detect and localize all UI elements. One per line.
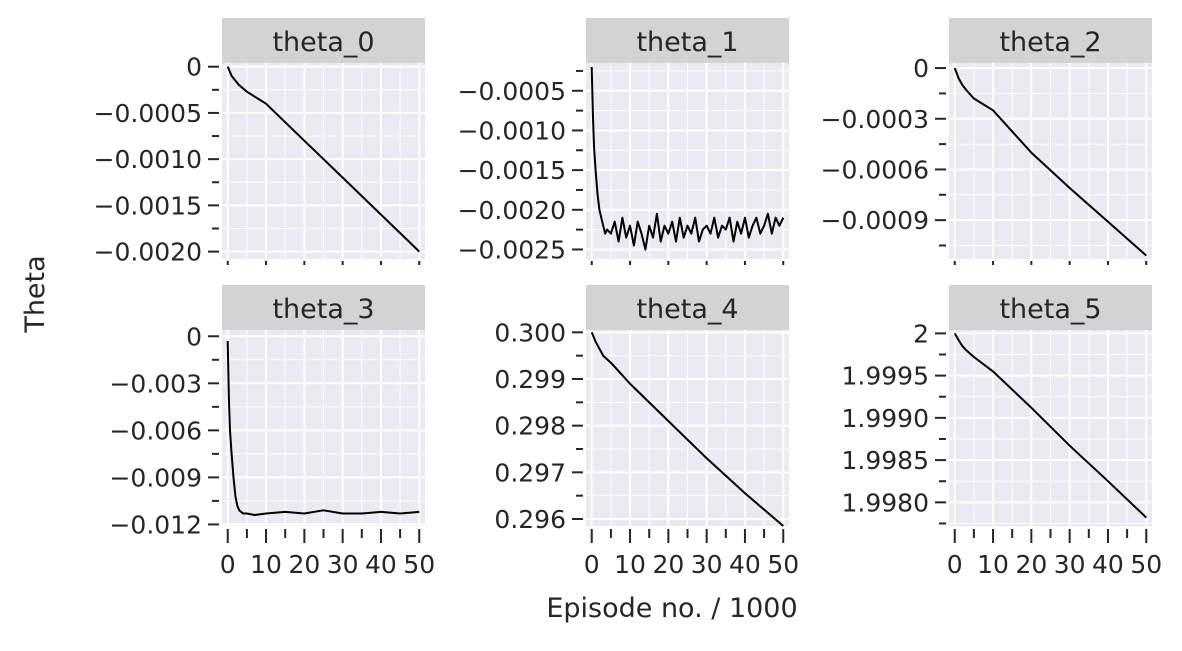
y-tick-label: −0.0010: [94, 145, 202, 174]
y-tick-label: 0.299: [494, 365, 566, 394]
facet-strip-label: theta_1: [636, 27, 738, 58]
y-tick-label: 0: [186, 322, 202, 351]
y-tick-label: −0.012: [109, 510, 202, 539]
x-tick-label: 10: [250, 550, 282, 579]
y-tick-label: 2: [913, 319, 929, 348]
x-tick-label: 40: [729, 550, 761, 579]
facet-theta_3: theta_3 0 −0.003 −0.006 −0.009 −0.012 0 10 20 30 4…: [109, 285, 435, 579]
y-tick-label: 0.296: [494, 505, 566, 534]
series-line-theta_4: [590, 331, 784, 527]
y-tick-label: −0.0020: [458, 196, 566, 225]
y-tick-label: 0: [913, 54, 929, 83]
x-tick-label: 40: [1092, 550, 1124, 579]
facet-strip: [586, 18, 789, 63]
series-line-theta_2: [953, 67, 1147, 257]
x-tick-label: 30: [1054, 550, 1086, 579]
y-tick-label: −0.0010: [458, 116, 566, 145]
y-tick-label: −0.0005: [458, 77, 566, 106]
y-tick-label: −0.003: [109, 369, 202, 398]
x-tick-label: 0: [584, 550, 600, 579]
series-line-theta_5: [953, 332, 1147, 519]
y-tick-label: −0.0015: [94, 191, 202, 220]
x-tick-label: 10: [977, 550, 1009, 579]
facet-strip-label: theta_2: [999, 27, 1101, 58]
y-tick-label: 0: [186, 53, 202, 82]
x-tick-label: 50: [767, 550, 799, 579]
facet-strip: [222, 18, 425, 63]
y-tick-label: 0.298: [494, 412, 566, 441]
y-tick-label: 1.9995: [842, 362, 929, 391]
y-tick-label: −0.0020: [94, 238, 202, 267]
series-line-theta_0: [226, 66, 420, 253]
x-tick-label: 20: [652, 550, 684, 579]
x-tick-label: 0: [947, 550, 963, 579]
facet-strip-label: theta_3: [272, 294, 374, 325]
y-tick-label: 1.9980: [842, 488, 929, 517]
facet-theta_5: theta_5 2 1.9995 1.9990 1.9985 1.9980 0 10 20 30 4…: [842, 285, 1162, 579]
facet-strip: [586, 285, 789, 330]
y-tick-label: −0.0006: [821, 155, 929, 184]
facet-strip: [949, 18, 1152, 63]
facet-theta_1: theta_1 −0.0005 −0.0010 −0.0015 −0.0020 −0.00…: [458, 18, 789, 265]
y-tick-label: −0.0003: [821, 105, 929, 134]
x-axis-title: Episode no. / 1000: [546, 593, 797, 624]
x-tick-label: 20: [1015, 550, 1047, 579]
series-line-theta_3: [226, 340, 420, 516]
x-tick-label: 20: [288, 550, 320, 579]
facet-strip-label: theta_5: [999, 294, 1101, 325]
y-tick-label: −0.0009: [821, 206, 929, 235]
facet-theta_4: theta_4 0.300 0.299 0.298 0.297 0.296 0 10 20 30 4…: [494, 285, 799, 579]
facet-strip-label: theta_0: [272, 27, 374, 58]
x-tick-label: 50: [1130, 550, 1162, 579]
x-tick-label: 10: [614, 550, 646, 579]
y-tick-label: 1.9990: [842, 404, 929, 433]
x-tick-label: 40: [365, 550, 397, 579]
facet-strip: [222, 285, 425, 330]
facet-strip-label: theta_4: [636, 294, 738, 325]
y-tick-label: −0.0015: [458, 156, 566, 185]
x-tick-label: 0: [220, 550, 236, 579]
y-tick-label: 0.300: [494, 318, 566, 347]
series-line-theta_1: [590, 66, 785, 251]
x-tick-label: 30: [327, 550, 359, 579]
x-tick-label: 30: [691, 550, 723, 579]
facet-strip: [949, 285, 1152, 330]
y-tick-label: −0.009: [109, 463, 202, 492]
y-tick-label: −0.006: [109, 416, 202, 445]
x-tick-label: 50: [403, 550, 435, 579]
facet-theta_2: theta_2 0 −0.0003 −0.0006 −0.0009: [821, 18, 1152, 265]
y-tick-label: 1.9985: [842, 446, 929, 475]
y-tick-label: 0.297: [494, 458, 566, 487]
facet-theta_0: theta_0 0 −0.0005 −0.0010 −0.0015 −0.0020: [94, 18, 425, 267]
y-tick-label: −0.0005: [94, 99, 202, 128]
y-tick-label: −0.0025: [458, 235, 566, 264]
y-axis-title: Theta: [20, 255, 51, 333]
